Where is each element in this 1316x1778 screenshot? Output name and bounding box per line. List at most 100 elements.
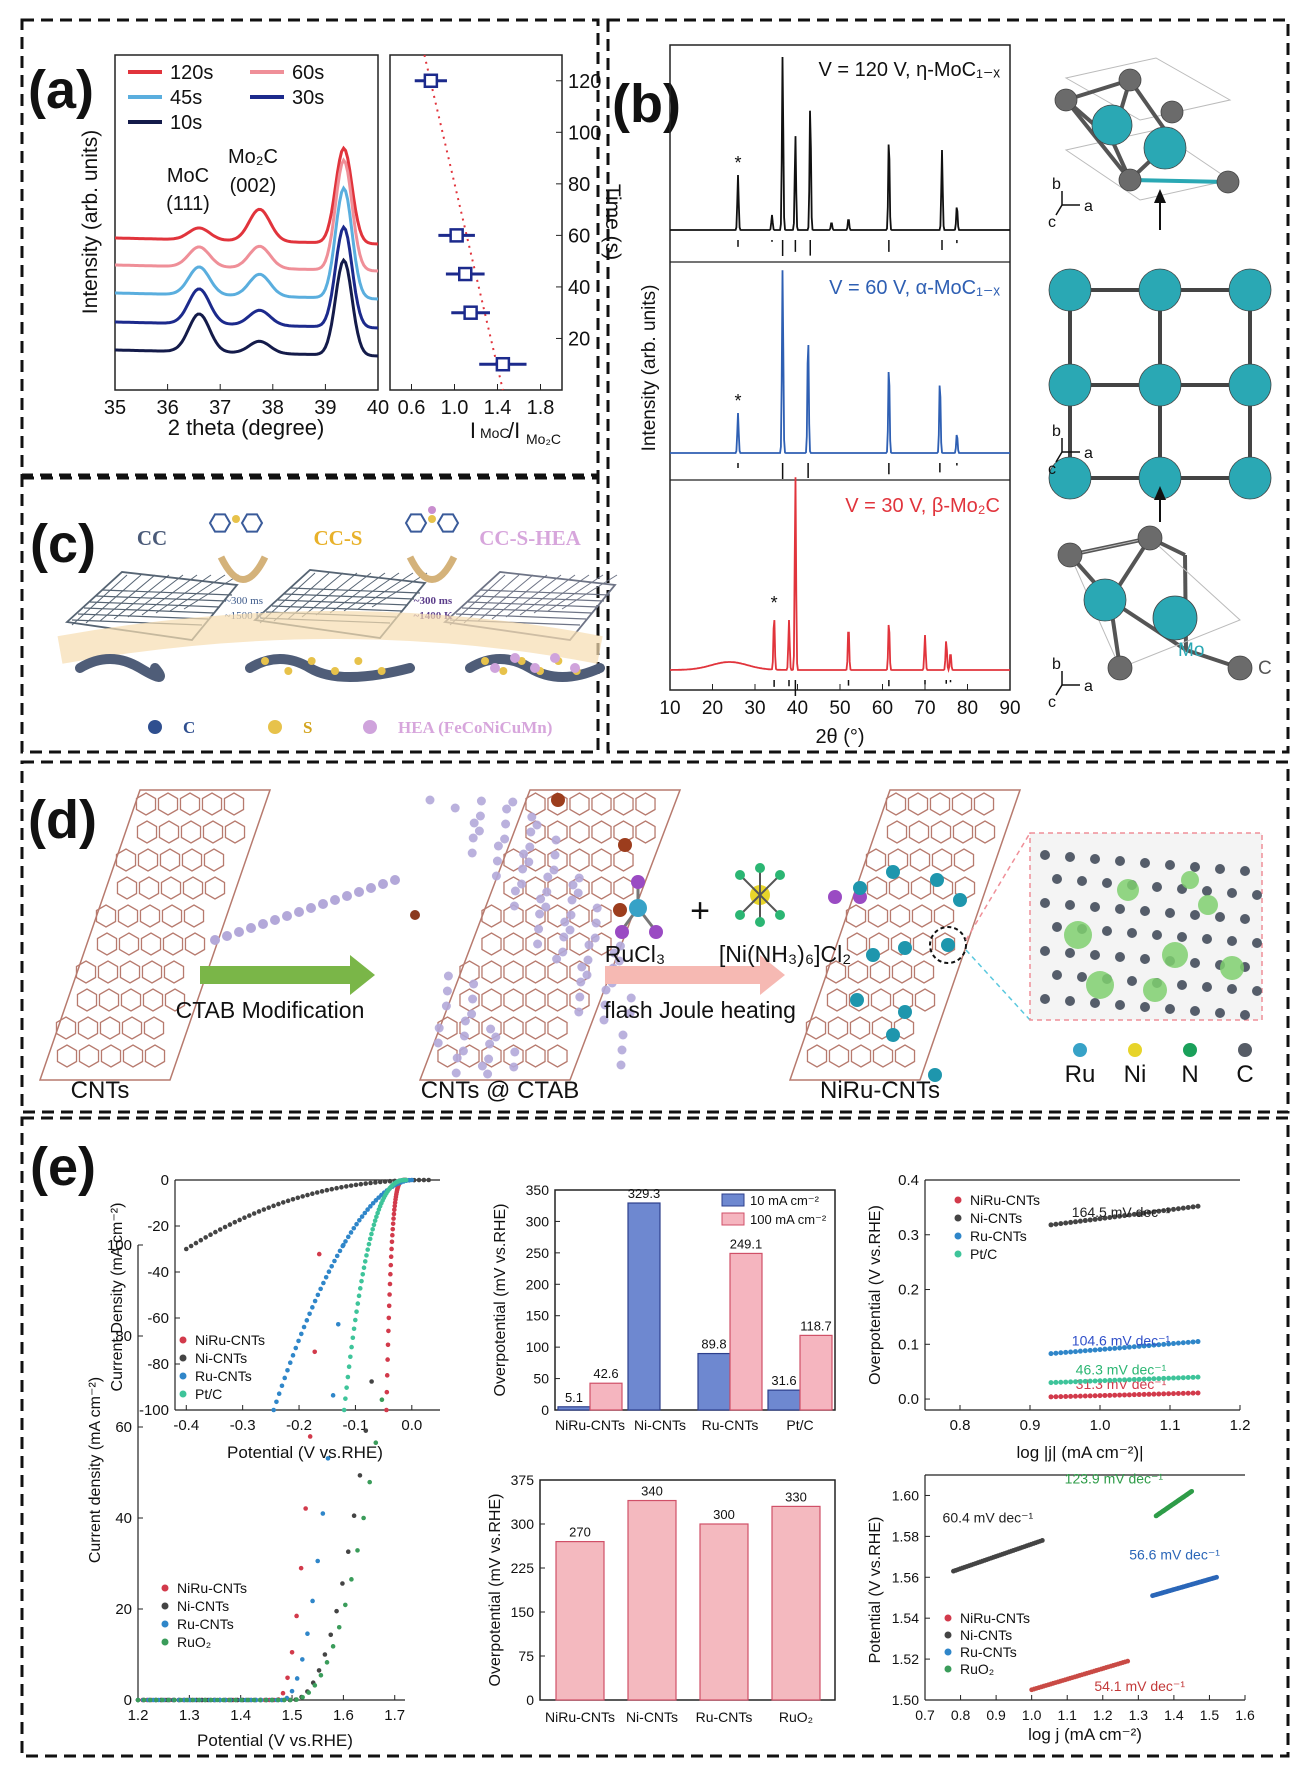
- data-point: [1185, 1205, 1191, 1211]
- data-point: [334, 1185, 339, 1191]
- xrd-pattern: [670, 56, 1010, 231]
- data-point: [389, 1246, 394, 1252]
- hea-dot: [490, 663, 500, 673]
- c-atom: [1065, 948, 1075, 958]
- c-atom: [1152, 882, 1162, 892]
- x-axis-label-sub: Mo₂C: [526, 431, 561, 447]
- data-point: [1171, 1391, 1176, 1397]
- ctab-atom: [600, 1000, 610, 1010]
- ctab-atom: [477, 1061, 487, 1071]
- hexagon: [503, 932, 524, 956]
- legend-label: 30s: [292, 87, 324, 109]
- x-tick-label: 1.2: [1093, 1707, 1113, 1723]
- x-axis-label: Potential (V vs.RHE): [197, 1731, 353, 1750]
- legend-label: S: [303, 718, 312, 737]
- ctab-atom: [575, 992, 585, 1002]
- xrd-trace: [115, 257, 379, 358]
- nanoparticle: [1162, 942, 1188, 968]
- x-tick-label: 0.7: [915, 1707, 935, 1723]
- atom: [1083, 578, 1127, 622]
- ctab-atom: [475, 811, 485, 821]
- x-tick-label: 1.3: [179, 1707, 200, 1724]
- hexagon: [931, 848, 953, 872]
- x-tick-label: 20: [702, 698, 723, 719]
- ru-dot: [928, 1068, 942, 1082]
- unit-cell: [1069, 537, 1241, 669]
- x-tick-label: 1.4: [484, 397, 512, 419]
- data-point: [1146, 1376, 1152, 1382]
- data-point: [285, 1675, 290, 1681]
- legend-marker: [179, 1336, 187, 1344]
- bar-value-label: 42.6: [593, 1366, 618, 1381]
- hexagon: [223, 792, 245, 816]
- ctab-atom: [468, 833, 478, 843]
- legend-swatch: [721, 1212, 745, 1226]
- data-point: [282, 1697, 287, 1703]
- hexagon: [525, 932, 546, 956]
- x-tick-label: 70: [914, 698, 935, 719]
- hexagon: [569, 792, 590, 816]
- legend-label: 10 mA cm⁻²: [750, 1193, 820, 1208]
- sheet-grid: [477, 574, 534, 622]
- sheet-line: [467, 601, 599, 608]
- legend-marker: [161, 1602, 169, 1610]
- ctab-atom: [549, 865, 559, 875]
- hexagon: [848, 988, 870, 1012]
- legend-label: Pt/C: [195, 1386, 222, 1402]
- sheet-grid: [329, 572, 386, 614]
- hexagon: [184, 932, 206, 956]
- data-point: [335, 1321, 341, 1327]
- sheet-grid: [561, 574, 618, 610]
- x-tick-label: 1.0: [1022, 1707, 1042, 1723]
- legend-label: RuO₂: [177, 1634, 211, 1650]
- hexagon: [159, 848, 181, 872]
- data-point: [1141, 1391, 1147, 1397]
- atom: [1160, 100, 1184, 124]
- y-tick-label: -20: [147, 1218, 169, 1235]
- ctab-atom: [617, 1045, 627, 1055]
- data-point: [1190, 1374, 1196, 1380]
- slope-annotation: 164.5 mV dec⁻¹: [1072, 1204, 1171, 1220]
- hexagon: [503, 988, 524, 1012]
- ctab-atom: [558, 947, 568, 957]
- x-tick-label: 1.6: [333, 1707, 354, 1724]
- x-tick-label: 0.8: [950, 1417, 971, 1434]
- legend-label: Ru: [1065, 1061, 1096, 1088]
- ctab-atom: [566, 910, 576, 920]
- s-dot: [331, 667, 339, 675]
- hexagon: [569, 932, 590, 956]
- data-point: [344, 1385, 349, 1390]
- n-atom: [735, 910, 745, 920]
- data-point: [247, 1213, 252, 1218]
- ru-dot: [866, 948, 880, 962]
- hexagon: [56, 1044, 78, 1068]
- y-tick-label: 100: [107, 1237, 132, 1254]
- ctab-atom: [434, 1023, 444, 1033]
- hexagon: [547, 876, 568, 900]
- x-axis-label-sub: MoC: [480, 425, 510, 441]
- data-point: [386, 1315, 392, 1321]
- data-point: [188, 1243, 194, 1249]
- legend-label: Ru-CNTs: [195, 1368, 252, 1384]
- data-point: [1102, 1346, 1108, 1352]
- dashed-panel-frame: [20, 476, 600, 754]
- hexagon: [846, 932, 868, 956]
- bond: [1129, 178, 1229, 184]
- data-point: [372, 1218, 378, 1223]
- data-point: [385, 1357, 390, 1362]
- data-point: [346, 1364, 352, 1370]
- data-point: [341, 1242, 346, 1248]
- zoom-line: [965, 949, 1031, 1021]
- data-point: [237, 1217, 242, 1223]
- ctab-atom: [559, 932, 569, 942]
- ctab-atom: [609, 948, 619, 958]
- data-point: [349, 1577, 354, 1582]
- data-point: [1180, 1205, 1186, 1211]
- y-tick-label: 80: [115, 1328, 132, 1345]
- hexagon: [871, 1016, 893, 1040]
- legend-marker: [148, 720, 162, 734]
- c-atom: [1077, 876, 1087, 886]
- slope-annotation: 104.6 mV dec⁻¹: [1072, 1333, 1171, 1349]
- atom: [1228, 268, 1272, 312]
- hexagon: [181, 848, 203, 872]
